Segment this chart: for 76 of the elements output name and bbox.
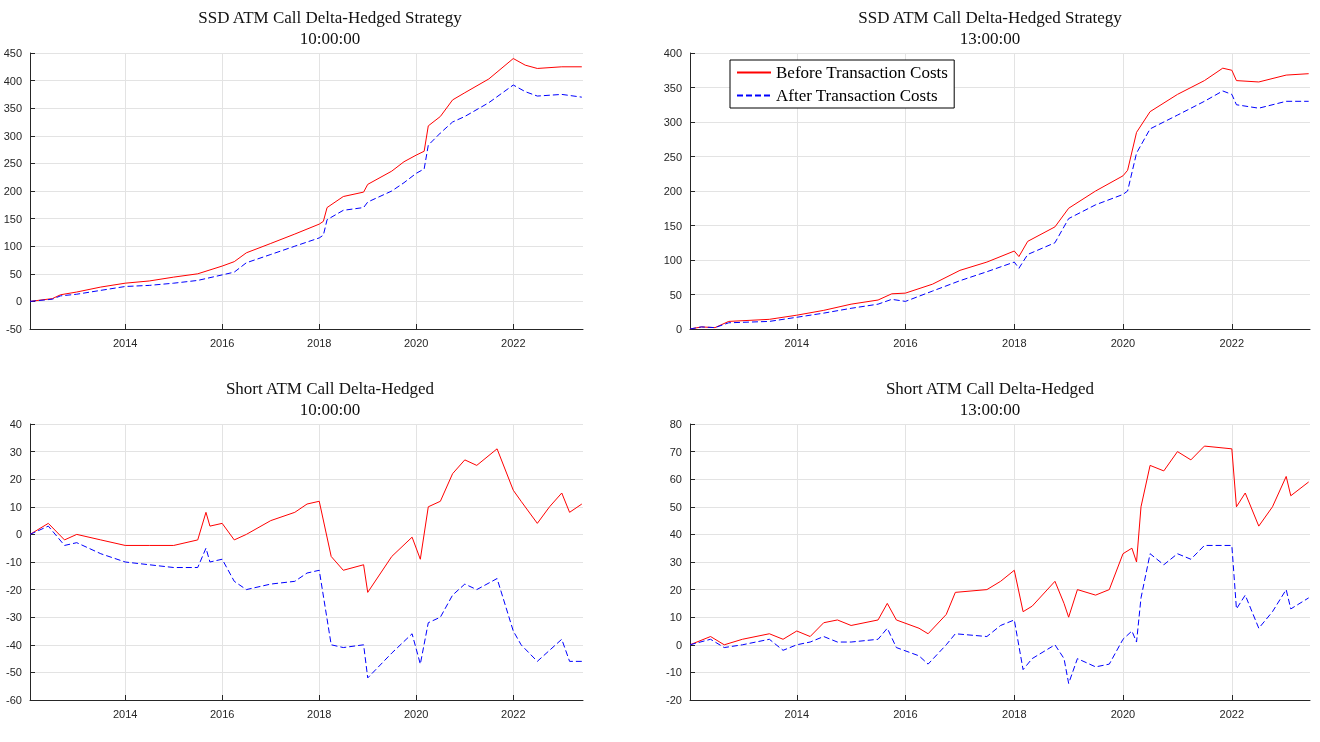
x-tick-label: 2014 [784, 707, 809, 720]
y-tick-label: 50 [669, 288, 682, 301]
x-tick-label: 2018 [1002, 336, 1027, 349]
line-series [29, 525, 583, 679]
x-tick-label: 2016 [893, 336, 918, 349]
line-series [29, 448, 583, 593]
y-tick-label: 300 [663, 116, 682, 128]
y-tick-label: 150 [663, 219, 682, 232]
chart-title: SSD ATM Call Delta-Hedged Strategy [198, 8, 463, 27]
x-tick-label: 2014 [112, 336, 138, 349]
y-tick-label: -20 [6, 583, 22, 596]
y-tick-label: 0 [15, 295, 22, 308]
x-tick-label: 2018 [307, 336, 332, 349]
y-tick-label: -50 [6, 323, 22, 335]
y-tick-label: 350 [3, 102, 22, 115]
x-tick-label: 2014 [784, 336, 809, 349]
y-tick-label: 50 [9, 267, 22, 280]
x-tick-label: 2022 [501, 707, 526, 720]
chart-subtitle: 10:00:00 [299, 29, 361, 48]
x-tick-label: 2016 [209, 707, 235, 720]
y-tick-label: -10 [6, 556, 22, 568]
y-tick-label: -10 [666, 666, 682, 679]
legend-label: Before Transaction Costs [776, 63, 948, 82]
x-tick-label: 2018 [1002, 707, 1027, 720]
y-tick-label: 10 [9, 500, 22, 513]
y-tick-label: 0 [675, 323, 682, 335]
line-series [689, 544, 1310, 684]
y-tick-label: 30 [669, 556, 682, 568]
y-tick-label: 300 [3, 129, 22, 142]
x-tick-label: 2022 [501, 336, 526, 349]
x-tick-label: 2020 [403, 707, 429, 720]
y-tick-label: 250 [663, 150, 682, 163]
chart-subtitle: 13:00:00 [959, 29, 1021, 48]
y-tick-label: 0 [675, 638, 682, 651]
chart-title: Short ATM Call Delta-Hedged [885, 379, 1095, 398]
x-tick-label: 2020 [1110, 707, 1136, 720]
chart-subtitle: 10:00:00 [299, 400, 361, 419]
y-tick-label: 100 [3, 240, 22, 253]
y-tick-label: -60 [6, 694, 22, 706]
y-tick-label: 10 [669, 611, 682, 624]
y-tick-label: -20 [666, 694, 682, 706]
y-tick-label: 150 [3, 212, 22, 225]
y-tick-label: -50 [6, 666, 22, 679]
x-tick-label: 2020 [1110, 336, 1136, 349]
y-tick-label: 400 [663, 47, 682, 59]
x-tick-label: 2014 [112, 707, 138, 720]
y-tick-label: 250 [3, 157, 22, 170]
y-tick-label: -40 [6, 638, 22, 651]
y-tick-label: 0 [15, 528, 22, 541]
y-tick-label: 40 [9, 418, 22, 430]
y-tick-label: 30 [9, 445, 22, 458]
legend-label: After Transaction Costs [776, 86, 938, 105]
x-tick-label: 2020 [403, 336, 429, 349]
chart-subtitle: 13:00:00 [959, 400, 1021, 419]
x-tick-label: 2018 [307, 707, 332, 720]
y-tick-label: 40 [669, 528, 682, 541]
y-tick-label: 200 [3, 185, 22, 197]
x-tick-label: 2016 [209, 336, 235, 349]
y-tick-label: 70 [669, 445, 682, 458]
y-tick-label: 450 [3, 47, 22, 59]
x-tick-label: 2022 [1219, 707, 1245, 720]
y-tick-label: 200 [663, 185, 682, 197]
y-tick-label: 100 [663, 254, 682, 266]
x-tick-label: 2016 [893, 707, 918, 720]
chart-title: SSD ATM Call Delta-Hedged Strategy [858, 8, 1123, 27]
y-tick-label: -30 [6, 611, 22, 624]
line-series [689, 445, 1310, 646]
y-tick-label: 80 [669, 418, 682, 430]
y-tick-label: 20 [9, 473, 22, 486]
chart-title: Short ATM Call Delta-Hedged [225, 379, 435, 398]
y-tick-label: 50 [669, 500, 682, 513]
x-tick-label: 2022 [1219, 336, 1245, 349]
y-tick-label: 60 [669, 473, 682, 486]
y-tick-label: 400 [3, 74, 22, 87]
y-tick-label: 20 [669, 583, 682, 596]
y-tick-label: 350 [663, 81, 682, 94]
